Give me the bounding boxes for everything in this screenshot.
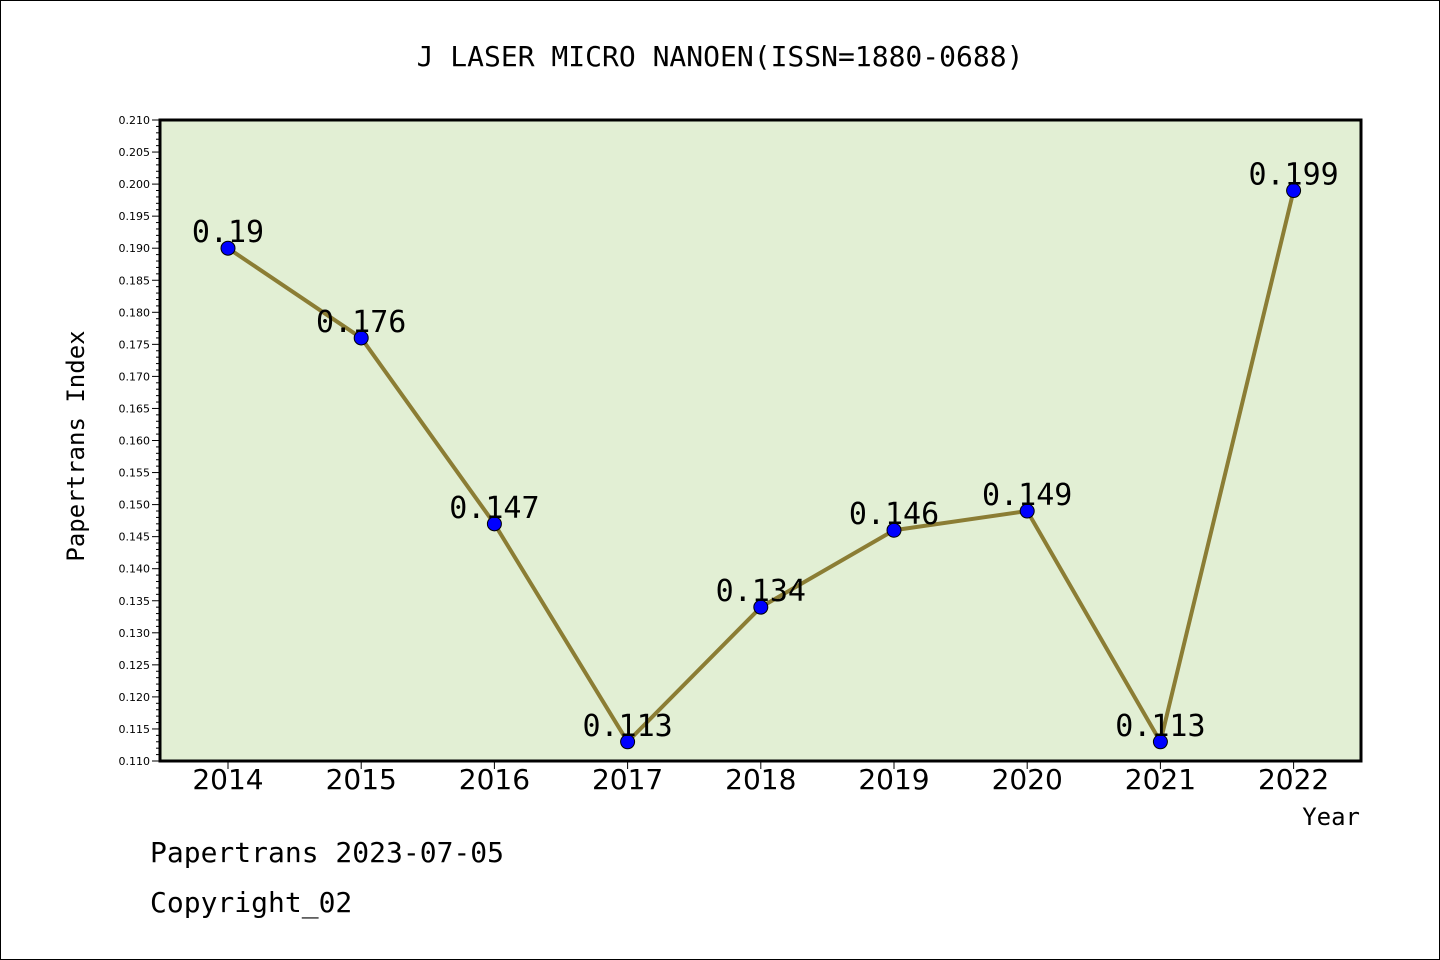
y-tick-label: 0.175 — [119, 338, 151, 351]
y-tick-label: 0.200 — [119, 178, 151, 191]
x-tick-label: 2020 — [992, 763, 1063, 796]
x-tick-label: 2015 — [326, 763, 397, 796]
y-axis-label: Papertrans Index — [62, 330, 90, 561]
data-label: 0.113 — [1115, 709, 1205, 744]
data-label: 0.199 — [1248, 158, 1338, 193]
x-tick-label: 2021 — [1125, 763, 1196, 796]
y-tick-label: 0.185 — [119, 274, 151, 287]
data-point — [220, 240, 236, 256]
x-tick-label: 2019 — [858, 763, 929, 796]
x-axis: 2014 2015 2016 2017 2018 2019 2020 2021 2022 — [192, 761, 1329, 796]
data-label: 0.134 — [716, 574, 806, 609]
data-point — [1286, 183, 1302, 199]
footer-date: Papertrans 2023-07-05 — [150, 836, 505, 869]
x-tick-label: 2017 — [592, 763, 663, 796]
y-tick-label: 0.155 — [119, 467, 151, 480]
y-tick-label: 0.135 — [119, 595, 151, 608]
y-tick-label: 0.165 — [119, 402, 151, 415]
x-tick-label: 2018 — [725, 763, 796, 796]
data-point — [753, 599, 769, 615]
data-point — [1152, 734, 1168, 750]
y-tick-label: 0.170 — [119, 370, 151, 383]
data-point — [353, 330, 369, 346]
y-tick-label: 0.110 — [119, 755, 151, 768]
y-tick-label: 0.210 — [119, 114, 151, 127]
data-label: 0.19 — [192, 215, 264, 250]
plot-area — [158, 118, 1363, 763]
y-tick-label: 0.115 — [119, 723, 151, 736]
y-tick-label: 0.190 — [119, 242, 151, 255]
y-tick-label: 0.205 — [119, 146, 151, 159]
y-tick-label: 0.120 — [119, 691, 151, 704]
data-label: 0.176 — [316, 305, 406, 340]
y-tick-label: 0.180 — [119, 306, 151, 319]
data-point — [1019, 503, 1035, 519]
y-tick-label: 0.145 — [119, 531, 151, 544]
data-label: 0.146 — [849, 497, 939, 532]
data-label: 0.113 — [582, 709, 672, 744]
x-tick-label: 2022 — [1258, 763, 1329, 796]
y-tick-label: 0.140 — [119, 563, 151, 576]
y-tick-label: 0.160 — [119, 435, 151, 448]
x-tick-label: 2016 — [459, 763, 530, 796]
data-point — [886, 522, 902, 538]
data-labels: 0.19 0.176 0.147 0.113 0.134 0.146 0.149 0.113 0… — [192, 158, 1339, 744]
data-point — [486, 516, 502, 532]
data-label: 0.147 — [449, 491, 539, 526]
x-tick-label: 2014 — [192, 763, 263, 796]
y-axis: 0.110 0.115 0.120 0.125 0.130 0.135 0.140 0.145… — [119, 114, 160, 768]
y-tick-label: 0.195 — [119, 210, 151, 223]
data-point — [620, 734, 636, 750]
y-tick-label: 0.125 — [119, 659, 151, 672]
y-tick-label: 0.150 — [119, 499, 151, 512]
footer-copyright: Copyright_02 — [150, 886, 353, 919]
data-label: 0.149 — [982, 478, 1072, 513]
chart-title: J LASER MICRO NANOEN(ISSN=1880-0688) — [417, 40, 1024, 73]
y-tick-label: 0.130 — [119, 627, 151, 640]
series-line-group — [220, 183, 1302, 750]
x-axis-label: Year — [1302, 803, 1360, 831]
